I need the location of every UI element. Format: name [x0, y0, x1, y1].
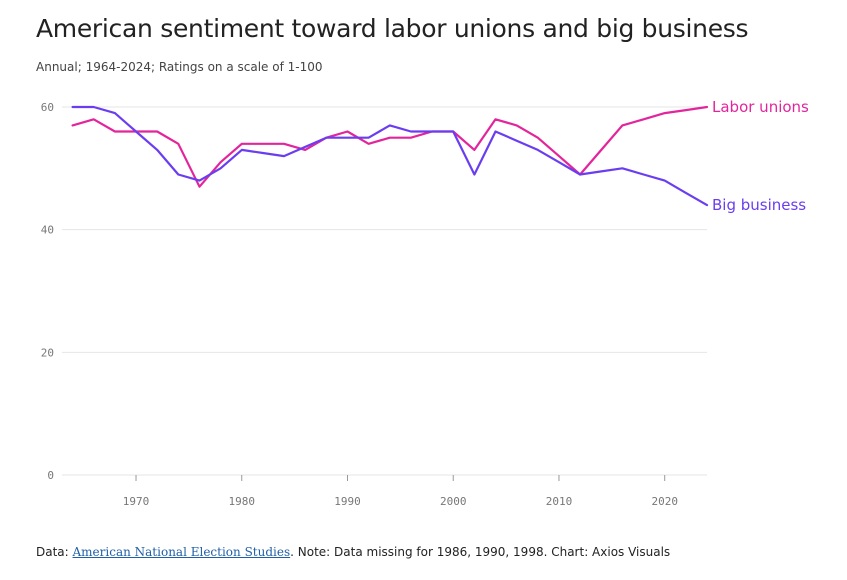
y-axis-ticks: 0 20 40 60: [41, 101, 54, 482]
x-tick-label: 2020: [651, 495, 678, 508]
x-tick-label: 1990: [334, 495, 361, 508]
y-tick-label: 60: [41, 101, 54, 114]
y-tick-label: 40: [41, 224, 54, 237]
series-label-big-business: Big business: [712, 196, 806, 214]
gridlines: [62, 106, 707, 476]
x-tick-label: 2010: [546, 495, 573, 508]
x-tick-label: 1980: [229, 495, 256, 508]
line-chart: 0 20 40 60 1970 1980 1990 2000 2010 2020 Labor u…: [41, 98, 809, 508]
series-line-labor-unions: [71, 105, 709, 188]
x-tick-label: 1970: [123, 495, 150, 508]
chart-subtitle: Annual; 1964-2024; Ratings on a scale of…: [36, 60, 323, 74]
y-tick-label: 20: [41, 346, 54, 359]
source-link[interactable]: American National Election Studies: [72, 545, 291, 559]
footer-prefix: Data:: [36, 545, 73, 559]
series-line-big-business: [71, 105, 709, 207]
footer-suffix: . Note: Data missing for 1986, 1990, 199…: [290, 545, 671, 559]
chart-title: American sentiment toward labor unions a…: [36, 14, 749, 43]
series-labels: Labor unions Big business: [712, 98, 809, 214]
x-tick-label: 2000: [440, 495, 467, 508]
x-axis-ticks: 1970 1980 1990 2000 2010 2020: [123, 475, 678, 508]
series-label-labor-unions: Labor unions: [712, 98, 809, 116]
y-tick-label: 0: [47, 469, 54, 482]
footer-note: Data: American National Election Studies…: [36, 545, 670, 559]
series-lines: [71, 105, 709, 207]
